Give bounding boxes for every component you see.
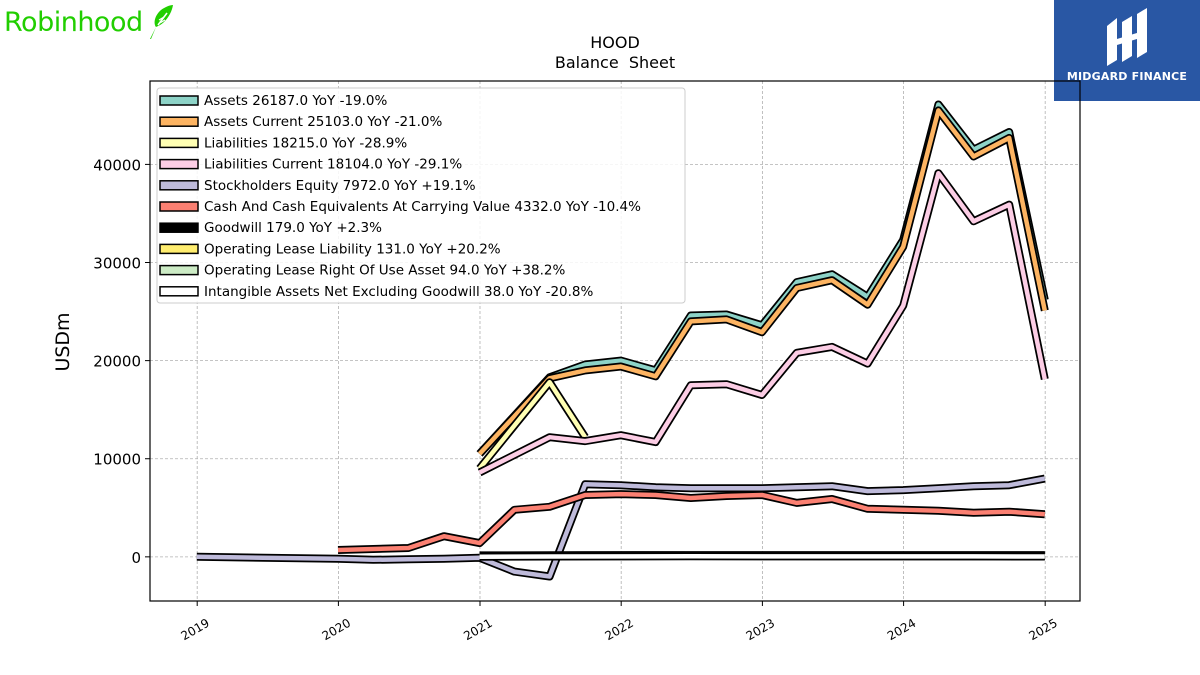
legend-label: Goodwill 179.0 YoY +2.3% xyxy=(204,220,382,236)
legend-label: Liabilities Current 18104.0 YoY -29.1% xyxy=(204,157,462,173)
y-tick-label: 20000 xyxy=(93,353,141,371)
series-lines xyxy=(196,100,1049,581)
legend-swatch xyxy=(159,116,199,127)
legend-label: Cash And Cash Equivalents At Carrying Va… xyxy=(204,199,641,215)
y-tick-label: 10000 xyxy=(93,451,141,469)
legend-swatch xyxy=(159,95,199,106)
y-axis-label: USDm xyxy=(52,312,74,371)
series-stroke xyxy=(196,476,1046,579)
robinhood-logo: Robinhood xyxy=(4,2,175,42)
series-line-5 xyxy=(337,490,1046,554)
legend-label: Intangible Assets Net Excluding Goodwill… xyxy=(204,284,594,300)
legend-swatch xyxy=(159,286,199,297)
legend-label: Assets 26187.0 YoY -19.0% xyxy=(204,93,388,109)
series-line-1 xyxy=(476,106,1049,457)
legend-label: Liabilities 18215.0 YoY -28.9% xyxy=(204,135,407,151)
midgard-logo-icon xyxy=(1107,8,1147,66)
midgard-finance-badge: MIDGARD FINANCE xyxy=(1054,0,1200,101)
series-stroke xyxy=(337,491,1045,553)
y-tick-label: 30000 xyxy=(93,255,141,273)
x-axis: 2019 2020 2021 2022 2023 2024 2025 xyxy=(178,601,1060,643)
x-tick-label: 2019 xyxy=(178,616,211,643)
legend-swatch xyxy=(159,264,199,276)
partner-name: MIDGARD FINANCE xyxy=(1066,70,1188,83)
x-tick-label: 2025 xyxy=(1026,616,1059,643)
y-tick-label: 0 xyxy=(131,549,141,567)
series-stroke xyxy=(477,379,588,470)
legend-label: Stockholders Equity 7972.0 YoY +19.1% xyxy=(204,178,476,194)
series-stroke xyxy=(478,170,1048,475)
x-tick-label: 2022 xyxy=(602,616,635,643)
legend: Assets 26187.0 YoY -19.0% Assets Current … xyxy=(156,87,686,304)
legend-swatch xyxy=(159,137,199,149)
y-tick-label: 40000 xyxy=(93,156,141,174)
y-axis: 0 10000 20000 30000 40000 xyxy=(93,156,150,567)
series-stroke xyxy=(477,108,1048,456)
series-line-3 xyxy=(477,169,1049,477)
x-tick-label: 2021 xyxy=(461,616,494,643)
chart-subtitle: Balance Sheet xyxy=(555,53,675,72)
legend-swatch xyxy=(159,201,199,212)
plot-frame xyxy=(149,80,1081,602)
legend-box xyxy=(156,87,686,304)
x-tick-label: 2023 xyxy=(744,616,777,643)
legend-label: Operating Lease Right Of Use Asset 94.0 … xyxy=(204,263,565,279)
legend-swatch xyxy=(159,222,199,233)
legend-swatch xyxy=(159,158,199,170)
brand-name: Robinhood xyxy=(4,6,143,38)
legend-label: Assets Current 25103.0 YoY -21.0% xyxy=(204,114,443,130)
x-tick-label: 2024 xyxy=(885,616,918,643)
series-line-4 xyxy=(196,474,1046,581)
legend-swatch xyxy=(159,243,199,255)
series-outline xyxy=(337,490,1046,554)
feather-icon xyxy=(149,5,173,39)
chart-title: HOOD xyxy=(590,33,640,52)
legend-label: Operating Lease Liability 131.0 YoY +20.… xyxy=(204,241,501,257)
x-tick-label: 2020 xyxy=(320,616,353,643)
series-line-2 xyxy=(476,378,589,472)
legend-swatch xyxy=(159,180,199,191)
